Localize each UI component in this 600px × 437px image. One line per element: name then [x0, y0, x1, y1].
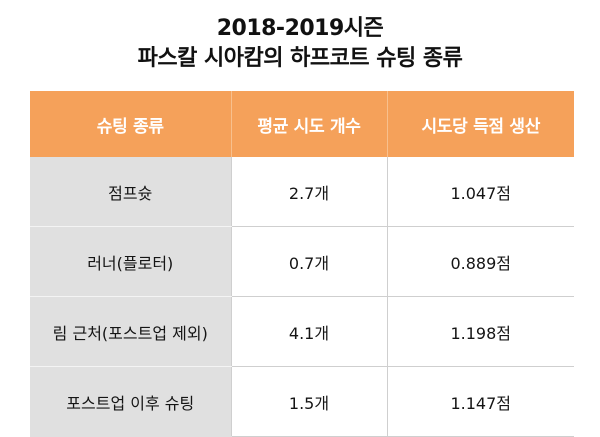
cell-avg-attempts: 1.5개 [230, 366, 387, 437]
cell-shot-type: 러너(플로터) [30, 226, 231, 297]
table-header-row: 슈팅 종류 평균 시도 개수 시도당 득점 생산 [30, 91, 574, 157]
page-title: 2018-2019시즌 파스칼 시아캄의 하프코트 슈팅 종류 [0, 0, 600, 76]
cell-avg-attempts: 2.7개 [230, 157, 387, 227]
shooting-table-container: 슈팅 종류 평균 시도 개수 시도당 득점 생산 점프슛 2.7개 1.047점… [30, 91, 574, 437]
header-shot-type: 슈팅 종류 [30, 91, 231, 157]
title-line-subject: 파스칼 시아캄의 하프코트 슈팅 종류 [137, 46, 463, 71]
cell-points-per-attempt: 1.147점 [386, 366, 574, 437]
cell-shot-type: 림 근처(포스트업 제외) [30, 296, 231, 367]
shooting-type-table: 슈팅 종류 평균 시도 개수 시도당 득점 생산 점프슛 2.7개 1.047점… [30, 91, 574, 437]
table-row: 포스트업 이후 슈팅 1.5개 1.147점 [30, 366, 574, 437]
header-points-per-attempt: 시도당 득점 생산 [386, 91, 574, 157]
cell-avg-attempts: 4.1개 [230, 296, 387, 367]
cell-shot-type: 포스트업 이후 슈팅 [30, 366, 231, 437]
table-row: 림 근처(포스트업 제외) 4.1개 1.198점 [30, 296, 574, 367]
table-row: 러너(플로터) 0.7개 0.889점 [30, 226, 574, 297]
cell-shot-type: 점프슛 [30, 157, 231, 227]
cell-points-per-attempt: 1.047점 [386, 157, 574, 227]
title-line-season: 2018-2019시즌 [216, 16, 384, 41]
cell-points-per-attempt: 1.198점 [386, 296, 574, 367]
cell-points-per-attempt: 0.889점 [386, 226, 574, 297]
header-avg-attempts: 평균 시도 개수 [230, 91, 387, 157]
cell-avg-attempts: 0.7개 [230, 226, 387, 297]
table-row: 점프슛 2.7개 1.047점 [30, 157, 574, 227]
